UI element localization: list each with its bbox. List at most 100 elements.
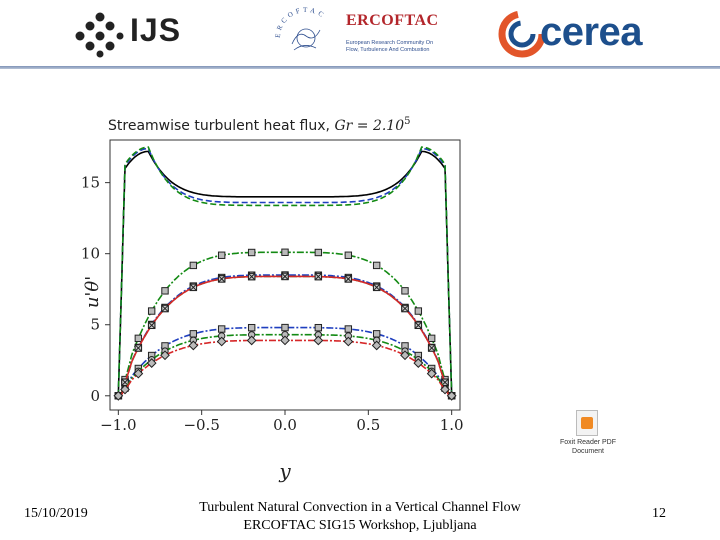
chart-title: Streamwise turbulent heat flux, Gr = 2.1… [108,116,411,134]
data-point [217,251,226,259]
foxit-attachment-label: Foxit Reader PDF Document [548,438,628,456]
data-point [281,323,289,332]
data-point-cross [189,283,197,291]
ercoftac-emblem-icon: ERCOFTAC [274,6,328,51]
data-point [372,283,381,292]
data-point [280,335,290,346]
data-point [189,261,198,270]
data-point-cross [401,304,409,313]
data-point-cross [248,273,256,281]
data-point [147,321,156,330]
footer-title: Turbulent Natural Convection in a Vertic… [160,499,560,535]
x-tick-label: 0.5 [356,416,380,434]
data-point [344,251,353,259]
data-point-cross [441,378,449,386]
data-point-cross [281,272,289,280]
data-point [400,350,410,361]
x-tick-label: −0.5 [183,416,219,434]
cerea-logo-text: cerea [540,10,643,54]
data-point [371,340,382,351]
data-point [440,384,450,395]
data-point [343,336,354,347]
ercoftac-title: ERCOFTAC [346,12,439,29]
data-point [247,272,256,281]
y-tick-label: 15 [81,174,100,192]
data-point [413,358,424,368]
data-point [344,325,353,333]
ercoftac-ring-text: ERCOFTAC [274,6,325,38]
data-point [161,287,169,295]
data-point [189,330,198,338]
data-point [134,334,143,343]
footer-title-line-1: Turbulent Natural Convection in a Vertic… [199,500,521,515]
data-point [113,390,124,401]
data-point [372,261,381,270]
series-line [117,147,453,396]
data-point-cross [414,321,422,329]
data-point [344,275,353,283]
footer-title-line-2: ERCOFTAC SIG15 Workshop, Ljubljana [243,518,477,533]
plot-area: −1.0 −0.5 0.0 0.5 1.0 0 5 10 15 [81,139,464,434]
data-point [133,368,144,379]
data-point-cross [428,344,436,352]
data-point [217,325,226,333]
data-point [146,358,157,368]
data-point [134,344,143,352]
data-point [147,307,156,315]
chart-title-math: Gr = 2.10 [334,118,404,134]
data-point-cross [344,275,352,283]
y-tick-label: 5 [90,316,100,334]
data-point [427,344,436,352]
data-point [401,287,409,295]
data-point [314,248,323,257]
data-point [161,304,169,313]
data-point [160,350,170,361]
svg-text:ERCOFTAC: ERCOFTAC [274,6,328,38]
data-point-cross [121,378,129,386]
ercoftac-subtitle-line-2: Flow, Turbulence And Combustion [346,47,430,53]
chart-title-prefix: Streamwise turbulent heat flux, [108,118,334,134]
data-point [247,248,256,257]
foxit-attachment[interactable]: Foxit Reader PDF Document [548,410,628,466]
data-point [217,275,226,283]
series-line [117,150,453,396]
ercoftac-subtitle: European Research Community On Flow, Tur… [346,40,456,54]
data-point [313,335,324,346]
data-point [189,283,198,292]
x-tick-label: 0.0 [273,416,297,434]
data-point-cross [218,275,226,283]
data-point [426,368,437,379]
data-point-cross [134,344,142,352]
data-point [427,334,436,343]
data-point-cross [148,321,156,329]
x-tick-label: −1.0 [100,416,136,434]
data-point [247,323,256,332]
data-point [446,390,457,401]
y-tick-label: 10 [81,245,100,263]
series-line [117,146,453,396]
y-axis-label: u'θ' [82,276,103,308]
header-divider [0,66,720,69]
data-point-cross [314,273,322,281]
foxit-label-line-2: Document [572,448,604,455]
cerea-logo-icon [498,10,546,58]
data-point [246,335,257,346]
data-point-cross [161,304,169,313]
data-point [414,321,423,330]
y-tick-label: 0 [90,387,100,405]
ijs-logo-text: IJS [130,12,182,48]
page-number: 12 [652,506,666,521]
slide-header: IJS ERCOFTAC ERCOFTAC European Research … [0,0,720,69]
data-point [314,272,323,281]
footer-date: 15/10/2019 [24,506,88,521]
pdf-document-icon[interactable] [576,410,598,436]
ercoftac-subtitle-line-1: European Research Community On [346,40,434,46]
data-point [188,340,199,351]
x-axis-label: y [278,459,291,483]
data-point [281,272,289,281]
data-point [401,304,409,313]
ijs-dots-icon [75,12,124,58]
heat-flux-chart: Streamwise turbulent heat flux, Gr = 2.1… [81,116,464,483]
data-point [372,330,381,338]
chart-title-superscript: 5 [404,116,410,127]
